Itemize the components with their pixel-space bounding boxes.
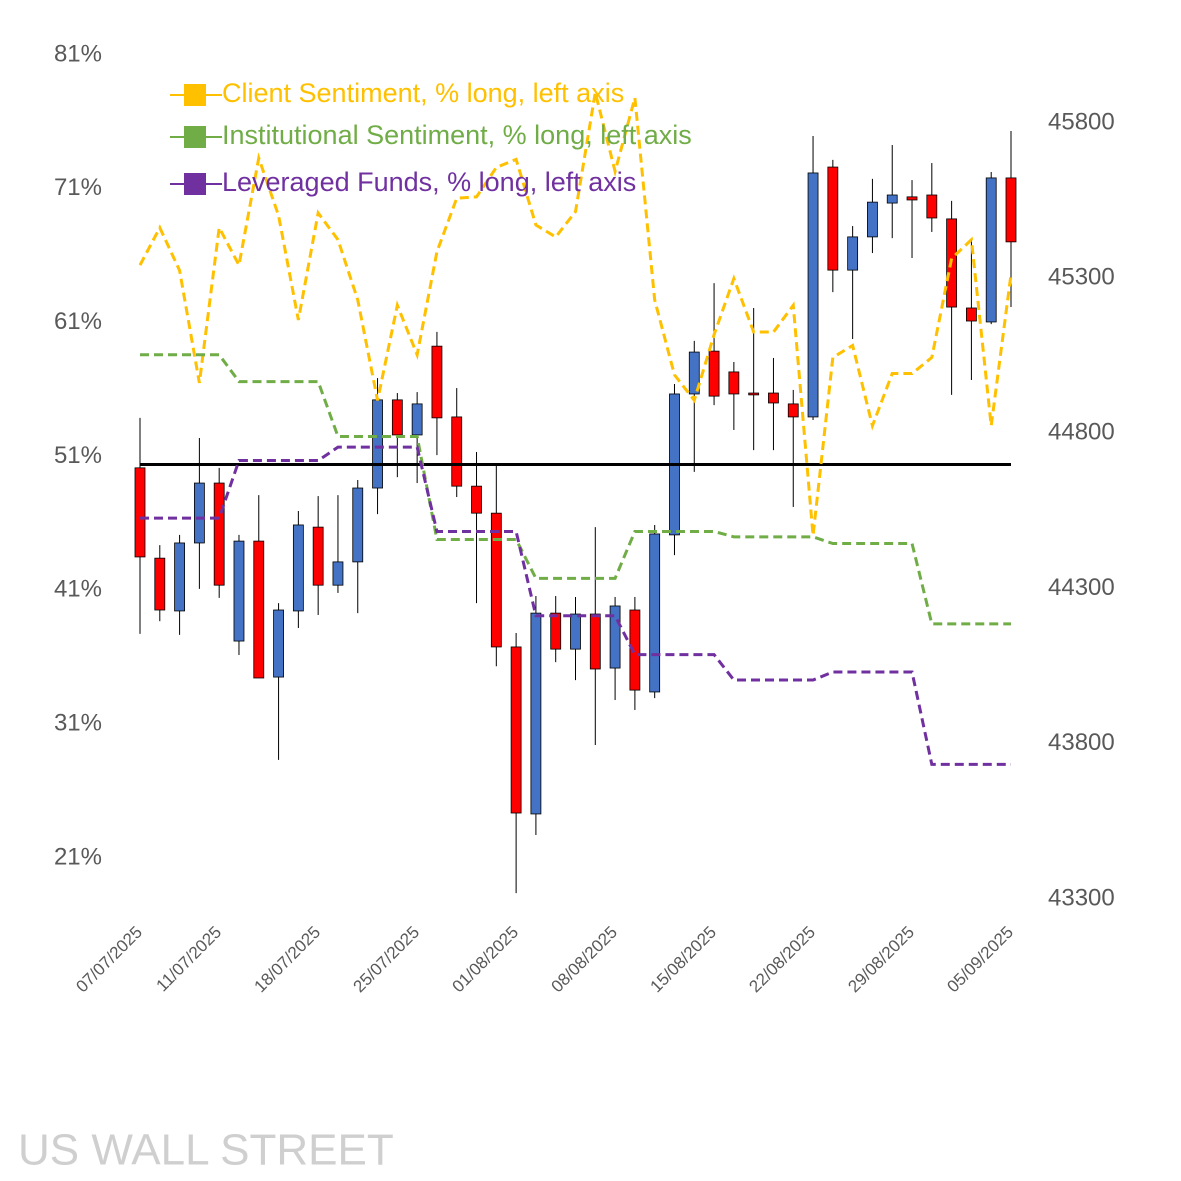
y2-tick-label: 44300	[1048, 574, 1115, 601]
y-tick-label: 31%	[54, 710, 102, 737]
candle-body	[134, 467, 146, 558]
y2-tick-label: 45800	[1048, 108, 1115, 135]
legend-label: Client Sentiment, % long, left axis	[222, 78, 624, 108]
candle-body	[490, 512, 502, 648]
y-tick-label: 81%	[54, 40, 102, 67]
y-tick-label: 61%	[54, 308, 102, 335]
candle-body	[926, 194, 938, 219]
candle-body	[154, 557, 166, 611]
y-tick-label: 21%	[54, 843, 102, 870]
sentiment-line	[140, 445, 1011, 766]
legend-swatch	[184, 126, 206, 148]
candle-body	[550, 612, 562, 650]
candle-body	[906, 196, 918, 201]
watermark: US WALL STREET	[18, 1126, 394, 1175]
candle-body	[847, 236, 859, 271]
candle-body	[629, 609, 641, 691]
candle-body	[510, 646, 522, 814]
x-tick-label: 15/08/2025	[646, 923, 720, 997]
candle-body	[471, 485, 482, 514]
legend-swatch	[184, 84, 206, 106]
legend-label: Institutional Sentiment, % long, left ax…	[222, 120, 692, 150]
y2-tick-label: 43800	[1048, 729, 1115, 756]
y2-tick-label: 44800	[1048, 419, 1115, 446]
candle-body	[570, 613, 581, 650]
candle-body	[827, 166, 839, 271]
x-tick-label: 01/08/2025	[449, 923, 523, 997]
candle-body	[787, 403, 799, 418]
candle-body	[589, 613, 601, 670]
x-tick-label: 05/09/2025	[943, 923, 1017, 997]
candle-body	[273, 609, 284, 678]
candle-body	[451, 416, 463, 487]
candle-body	[985, 177, 997, 323]
x-tick-label: 07/07/2025	[72, 923, 146, 997]
candle-body	[312, 526, 324, 586]
sentiment-line	[140, 353, 1011, 626]
candle-body	[1005, 177, 1017, 243]
x-tick-label: 18/07/2025	[251, 923, 325, 997]
y2-tick-label: 43300	[1048, 884, 1115, 911]
x-tick-label: 11/07/2025	[152, 923, 225, 996]
candle-body	[391, 399, 403, 436]
candle-body	[352, 487, 364, 563]
candle-body	[332, 561, 344, 586]
x-tick-label: 29/08/2025	[844, 923, 918, 997]
x-tick-label: 08/08/2025	[547, 923, 621, 997]
candle-body	[807, 172, 819, 418]
y2-tick-label: 45300	[1048, 264, 1115, 291]
sentiment-line	[138, 92, 1013, 536]
candle-body	[609, 605, 621, 669]
x-tick-label: 25/07/2025	[350, 923, 424, 997]
candle-body	[253, 540, 265, 679]
candle-body	[966, 307, 977, 322]
candle-body	[688, 351, 700, 395]
candle-body	[174, 542, 185, 612]
candle-body	[431, 345, 443, 419]
candle-body	[886, 194, 898, 204]
candle-body	[768, 392, 779, 404]
candle-body	[867, 201, 878, 238]
legend-swatch	[184, 173, 206, 195]
candle-body	[411, 403, 423, 436]
candle-body	[748, 392, 760, 396]
candle-body	[530, 612, 542, 815]
y-tick-label: 41%	[54, 576, 102, 603]
candle-body	[292, 524, 304, 612]
y-tick-label: 51%	[54, 442, 102, 469]
legend-label: Leveraged Funds, % long, left axis	[222, 167, 636, 197]
candle-body	[649, 533, 661, 693]
candle-body	[708, 350, 720, 397]
candle-body	[233, 540, 245, 642]
y-tick-label: 71%	[54, 174, 102, 201]
x-tick-label: 22/08/2025	[745, 923, 819, 997]
candle-body	[372, 399, 383, 489]
candle-body	[728, 371, 740, 395]
candle-body	[213, 482, 225, 586]
candle-body	[193, 482, 205, 544]
